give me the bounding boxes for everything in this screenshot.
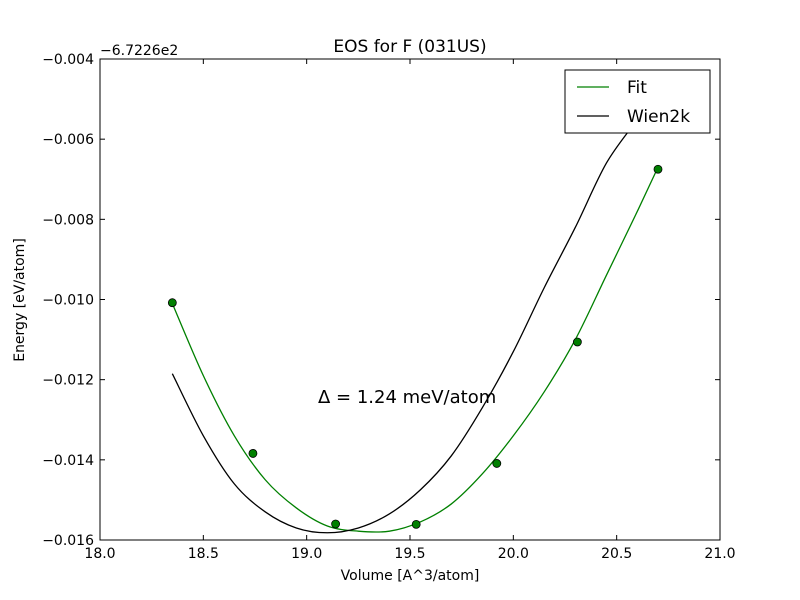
y-tick-label: −0.016 (42, 533, 94, 549)
y-axis-label: Energy [eV/atom] (12, 238, 28, 362)
x-tick-label: 20.5 (601, 546, 632, 562)
legend: Fit Wien2k (564, 69, 711, 134)
legend-label-wien2k: Wien2k (627, 107, 690, 127)
y-tick-label: −0.012 (42, 373, 94, 389)
y-axis-offset-text: −6.7226e2 (100, 43, 178, 59)
data-point (331, 519, 341, 529)
data-point (492, 459, 502, 468)
data-point (573, 337, 582, 347)
x-axis-label: Volume [A^3/atom] (341, 568, 480, 584)
x-tick-label: 20.0 (498, 546, 529, 562)
legend-label-fit: Fit (627, 78, 647, 98)
delta-annotation: Δ = 1.24 meV/atom (318, 387, 496, 408)
series-line-wien2k (171, 98, 649, 534)
legend-box (564, 69, 711, 134)
data-point (248, 449, 258, 458)
x-tick-label: 19.0 (291, 546, 322, 562)
x-tick-label: 18.0 (84, 546, 115, 562)
x-tick-label: 19.5 (394, 546, 425, 562)
ticks-layer: 18.0 18.5 19.0 19.5 20.0 20.5 21.0 −0.016 −0.014… (42, 52, 735, 562)
y-tick-label: −0.010 (42, 293, 94, 309)
y-tick-label: −0.006 (42, 132, 94, 148)
chart-title: EOS for F (031US) (333, 37, 486, 57)
series-line-fit (171, 166, 659, 533)
y-tick-label: −0.004 (42, 52, 94, 68)
data-point (167, 298, 177, 308)
x-tick-label: 18.5 (188, 546, 219, 562)
y-tick-label: −0.014 (42, 453, 94, 469)
data-point (653, 164, 663, 174)
x-tick-label: 21.0 (704, 546, 735, 562)
y-tick-label: −0.008 (42, 212, 94, 228)
data-point (411, 519, 421, 529)
plot-layer (167, 98, 663, 534)
